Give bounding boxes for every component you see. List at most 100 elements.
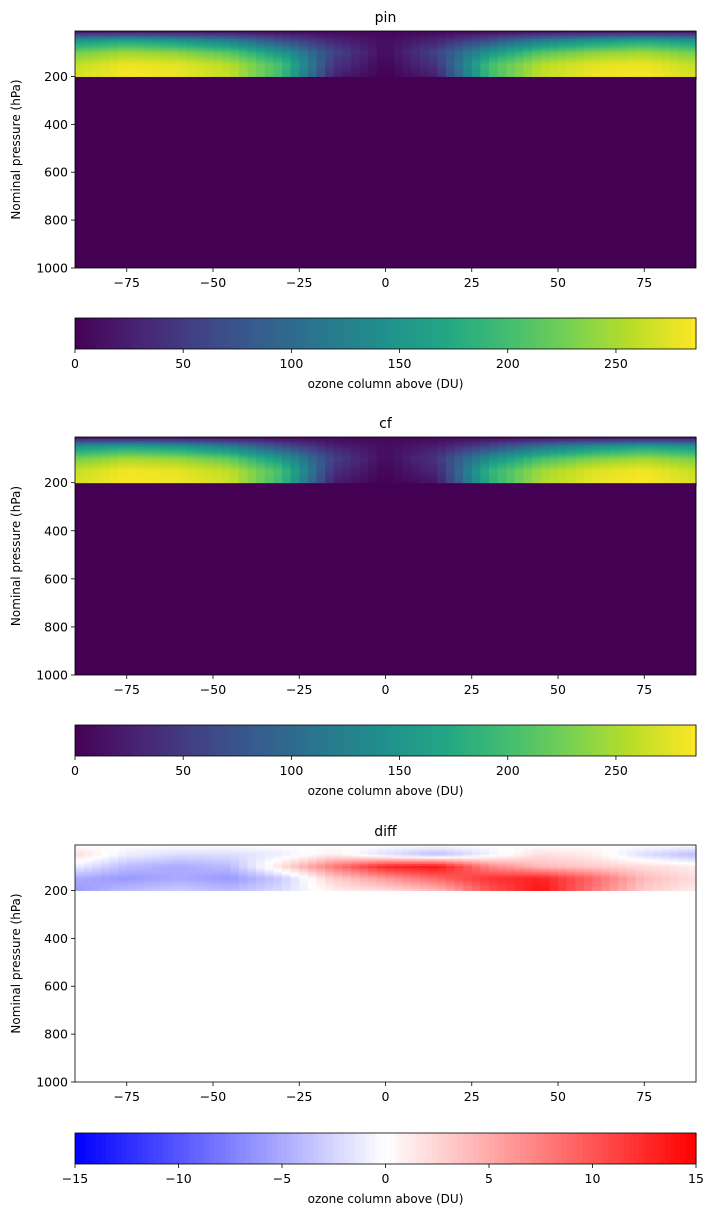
heatmap-cell	[445, 473, 456, 477]
heatmap-cell	[394, 71, 404, 74]
heatmap-cell	[652, 467, 663, 471]
heatmap-cell	[376, 42, 387, 46]
heatmap-cell	[601, 477, 611, 480]
heatmap-cell	[126, 446, 136, 450]
colorbar-segment	[240, 318, 247, 349]
heatmap-cell	[195, 456, 205, 459]
heatmap-cell	[506, 31, 516, 34]
heatmap-cell	[307, 890, 318, 894]
heatmap-cell	[601, 65, 611, 68]
heatmap-cell	[480, 76, 490, 80]
heatmap-cell	[256, 438, 266, 442]
heatmap-cell	[368, 879, 378, 882]
heatmap-cell	[230, 850, 240, 854]
heatmap-cell	[195, 854, 205, 858]
heatmap-cell	[221, 52, 231, 55]
heatmap-cell	[359, 473, 369, 477]
heatmap-cell	[428, 471, 438, 475]
heatmap-cell	[506, 444, 516, 448]
heatmap-cell	[195, 48, 205, 51]
heatmap-cell	[532, 59, 542, 63]
heatmap-cell	[376, 65, 387, 68]
heatmap-cell	[644, 44, 654, 47]
heatmap-cell	[627, 460, 637, 463]
heatmap-cell	[592, 34, 602, 38]
heatmap-cell	[402, 475, 412, 478]
heatmap-cell	[264, 469, 274, 473]
heatmap-cell	[420, 440, 430, 444]
heatmap-cell	[359, 463, 369, 467]
heatmap-cell	[489, 42, 499, 46]
heatmap-cell	[635, 76, 645, 80]
heatmap-cell	[152, 875, 162, 879]
heatmap-cell	[420, 57, 430, 61]
heatmap-cell	[627, 52, 637, 55]
colorbar-segment	[80, 725, 86, 756]
heatmap-cell	[299, 846, 309, 850]
heatmap-cell	[307, 848, 318, 852]
heatmap-cell	[420, 442, 430, 446]
heatmap-cell	[109, 67, 119, 70]
heatmap-cell	[282, 57, 292, 61]
chart-panel-pin: pin−75 −50 −25 0 25 50 752004006008001000Nomin…	[9, 10, 697, 391]
heatmap-cell	[592, 440, 602, 444]
heatmap-cell	[489, 458, 499, 461]
heatmap-cell	[325, 877, 335, 881]
heatmap-cell	[213, 852, 223, 856]
heatmap-cell	[152, 40, 162, 44]
heatmap-cell	[342, 473, 352, 477]
heatmap-cell	[480, 40, 490, 44]
heatmap-cell	[118, 867, 128, 871]
heatmap-cell	[359, 475, 369, 478]
heatmap-cell	[480, 481, 490, 484]
heatmap-cell	[316, 67, 326, 70]
heatmap-cell	[325, 463, 335, 467]
heatmap-cell	[238, 38, 249, 42]
heatmap-cell	[282, 462, 292, 465]
heatmap-cell	[316, 446, 326, 450]
heatmap-cell	[230, 31, 240, 34]
heatmap-cell	[144, 76, 154, 80]
heatmap-cell	[213, 75, 223, 78]
heatmap-cell	[187, 469, 197, 473]
heatmap-cell	[575, 448, 585, 452]
heatmap-cell	[428, 462, 438, 465]
heatmap-cell	[670, 463, 680, 467]
heatmap-cell	[523, 477, 533, 480]
colorbar-segment	[385, 318, 392, 349]
y-tick-label: 200	[44, 69, 68, 84]
chart-title: cf	[379, 416, 393, 432]
heatmap-cell	[100, 867, 111, 871]
colorbar-segment	[199, 318, 205, 349]
heatmap-cell	[152, 475, 162, 478]
heatmap-cell	[661, 46, 671, 49]
colorbar-tick-label: 0	[71, 356, 79, 371]
heatmap-cell	[376, 875, 387, 879]
heatmap-cell	[290, 446, 300, 450]
heatmap-cell	[195, 458, 205, 461]
heatmap-cell	[161, 477, 171, 480]
heatmap-cell	[627, 465, 637, 469]
heatmap-cell	[75, 48, 85, 51]
heatmap-cell	[652, 75, 663, 78]
heatmap-cell	[385, 59, 395, 63]
heatmap-cell	[368, 57, 378, 61]
heatmap-cell	[152, 454, 162, 457]
heatmap-cell	[273, 44, 283, 47]
colorbar-segment	[457, 318, 464, 349]
heatmap-cell	[230, 467, 240, 471]
heatmap-cell	[592, 76, 602, 80]
heatmap-cell	[273, 873, 283, 877]
heatmap-cell	[75, 456, 85, 459]
heatmap-cell	[566, 448, 576, 452]
heatmap-cell	[256, 846, 266, 850]
heatmap-cell	[135, 48, 145, 51]
colorbar-segment	[545, 725, 552, 756]
heatmap-cell	[480, 446, 490, 450]
heatmap-cell	[290, 481, 300, 484]
heatmap-cell	[126, 867, 136, 871]
heatmap-cell	[566, 50, 576, 53]
heatmap-cell	[445, 46, 456, 49]
heatmap-cell	[627, 458, 637, 461]
heatmap-cell	[325, 42, 335, 46]
